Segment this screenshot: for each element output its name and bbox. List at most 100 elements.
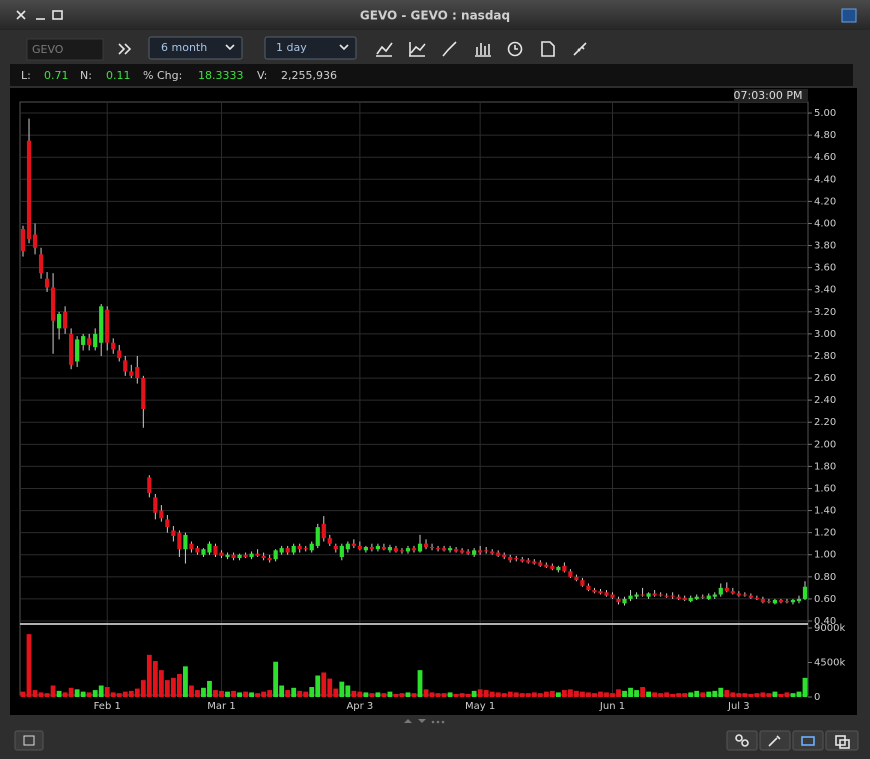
- quote-value: 0.71: [44, 69, 69, 82]
- y-tick-label: 4.40: [814, 174, 836, 185]
- volume-bar: [670, 693, 676, 697]
- window-controls[interactable]: [16, 10, 63, 20]
- candle-body: [646, 593, 651, 597]
- x-tick-label: Jun 1: [599, 701, 625, 712]
- link-button[interactable]: [726, 730, 758, 751]
- candle-body: [616, 598, 621, 603]
- interval-dropdown[interactable]: [264, 36, 357, 60]
- volume-bar: [694, 690, 700, 697]
- volume-bar: [477, 689, 483, 697]
- symbol-input[interactable]: [26, 38, 104, 61]
- volume-bar: [772, 691, 778, 697]
- volume-bar: [616, 689, 621, 697]
- candle-body: [231, 554, 236, 559]
- volume-bar: [652, 692, 658, 697]
- candle-body: [357, 545, 362, 550]
- volume-bar: [423, 689, 429, 697]
- volume-bar: [399, 693, 405, 697]
- candle-body: [778, 600, 784, 603]
- volume-bar: [351, 690, 357, 697]
- candle-body: [69, 333, 74, 365]
- candle-body: [183, 534, 188, 550]
- snapshot-button[interactable]: [792, 730, 824, 751]
- save-icon: [23, 735, 35, 746]
- candle-body: [75, 339, 80, 362]
- volume-bar: [68, 687, 74, 697]
- volume-bar: [435, 693, 441, 697]
- go-button[interactable]: [118, 43, 132, 55]
- y-tick-label: 2.80: [814, 351, 836, 362]
- volume-bar: [736, 693, 742, 697]
- volume-bar: [243, 691, 248, 697]
- x-tick-label: Apr 3: [346, 701, 373, 712]
- y-tick-label: 2.60: [814, 373, 836, 384]
- candle-body: [466, 551, 471, 554]
- volume-bar: [363, 692, 369, 697]
- volume-bar: [549, 690, 555, 697]
- volume-bar: [80, 691, 86, 697]
- volume-bar: [26, 634, 32, 697]
- volume-bar: [634, 690, 639, 697]
- volume-bar: [411, 693, 417, 697]
- candle-body: [267, 558, 272, 561]
- candle-body: [87, 338, 92, 345]
- volume-bar: [730, 692, 736, 697]
- toolbar-icons[interactable]: [376, 41, 587, 57]
- volume-bar: [50, 685, 56, 697]
- x-tick-label: Feb 1: [94, 701, 121, 712]
- quote-value: 18.3333: [198, 69, 244, 82]
- candle-body: [291, 545, 296, 553]
- candle-body: [460, 550, 465, 553]
- y-tick-label: 1.60: [814, 483, 836, 494]
- volume-bar: [525, 693, 531, 697]
- candle-body: [748, 595, 753, 598]
- y-tick-label: 3.60: [814, 263, 836, 274]
- candle-body: [538, 562, 543, 566]
- quote-label: N:: [80, 69, 92, 82]
- candle-body: [147, 477, 152, 493]
- y-tick-label: 2.40: [814, 395, 836, 406]
- candle-body: [676, 596, 681, 599]
- y-tick-label: 1.20: [814, 528, 836, 539]
- candle-body: [796, 598, 802, 602]
- candle-body: [339, 545, 344, 557]
- candle-body: [766, 601, 772, 603]
- candle-body: [772, 600, 778, 604]
- candle-body: [309, 543, 314, 551]
- volume-bar: [92, 690, 98, 697]
- volume-bar: [74, 689, 80, 697]
- volume-bar: [158, 670, 164, 697]
- volume-bar: [531, 692, 537, 697]
- candle-body: [423, 543, 429, 548]
- candle-body: [249, 553, 254, 557]
- candle-body: [327, 538, 332, 544]
- volume-bar: [170, 677, 176, 697]
- candle-body: [285, 548, 290, 553]
- candle-body: [213, 545, 218, 555]
- volume-bar: [321, 672, 327, 697]
- volume-bar: [20, 691, 26, 697]
- volume-bar: [766, 693, 772, 697]
- volume-bar: [116, 693, 122, 697]
- candle-body: [345, 543, 350, 550]
- candle-body: [303, 548, 308, 550]
- candle-body: [81, 336, 86, 345]
- volume-bar: [128, 690, 134, 697]
- volume-bar: [405, 692, 411, 697]
- period-dropdown[interactable]: [148, 36, 243, 60]
- candle-body: [700, 596, 705, 598]
- resize-handles[interactable]: [404, 719, 426, 723]
- volume-bar: [519, 693, 525, 697]
- window-app-icon[interactable]: [841, 8, 857, 23]
- time-box: [734, 89, 808, 102]
- volume-bar: [574, 690, 579, 697]
- volume-bar: [201, 687, 206, 697]
- volume-bar: [110, 692, 116, 697]
- y-tick-label: 4.60: [814, 152, 836, 163]
- volume-bar: [297, 690, 303, 697]
- y-tick-label: 5.00: [814, 108, 836, 119]
- save-button[interactable]: [14, 730, 44, 751]
- candle-body: [333, 545, 338, 550]
- candle-body: [682, 597, 687, 601]
- volume-bar: [273, 661, 279, 697]
